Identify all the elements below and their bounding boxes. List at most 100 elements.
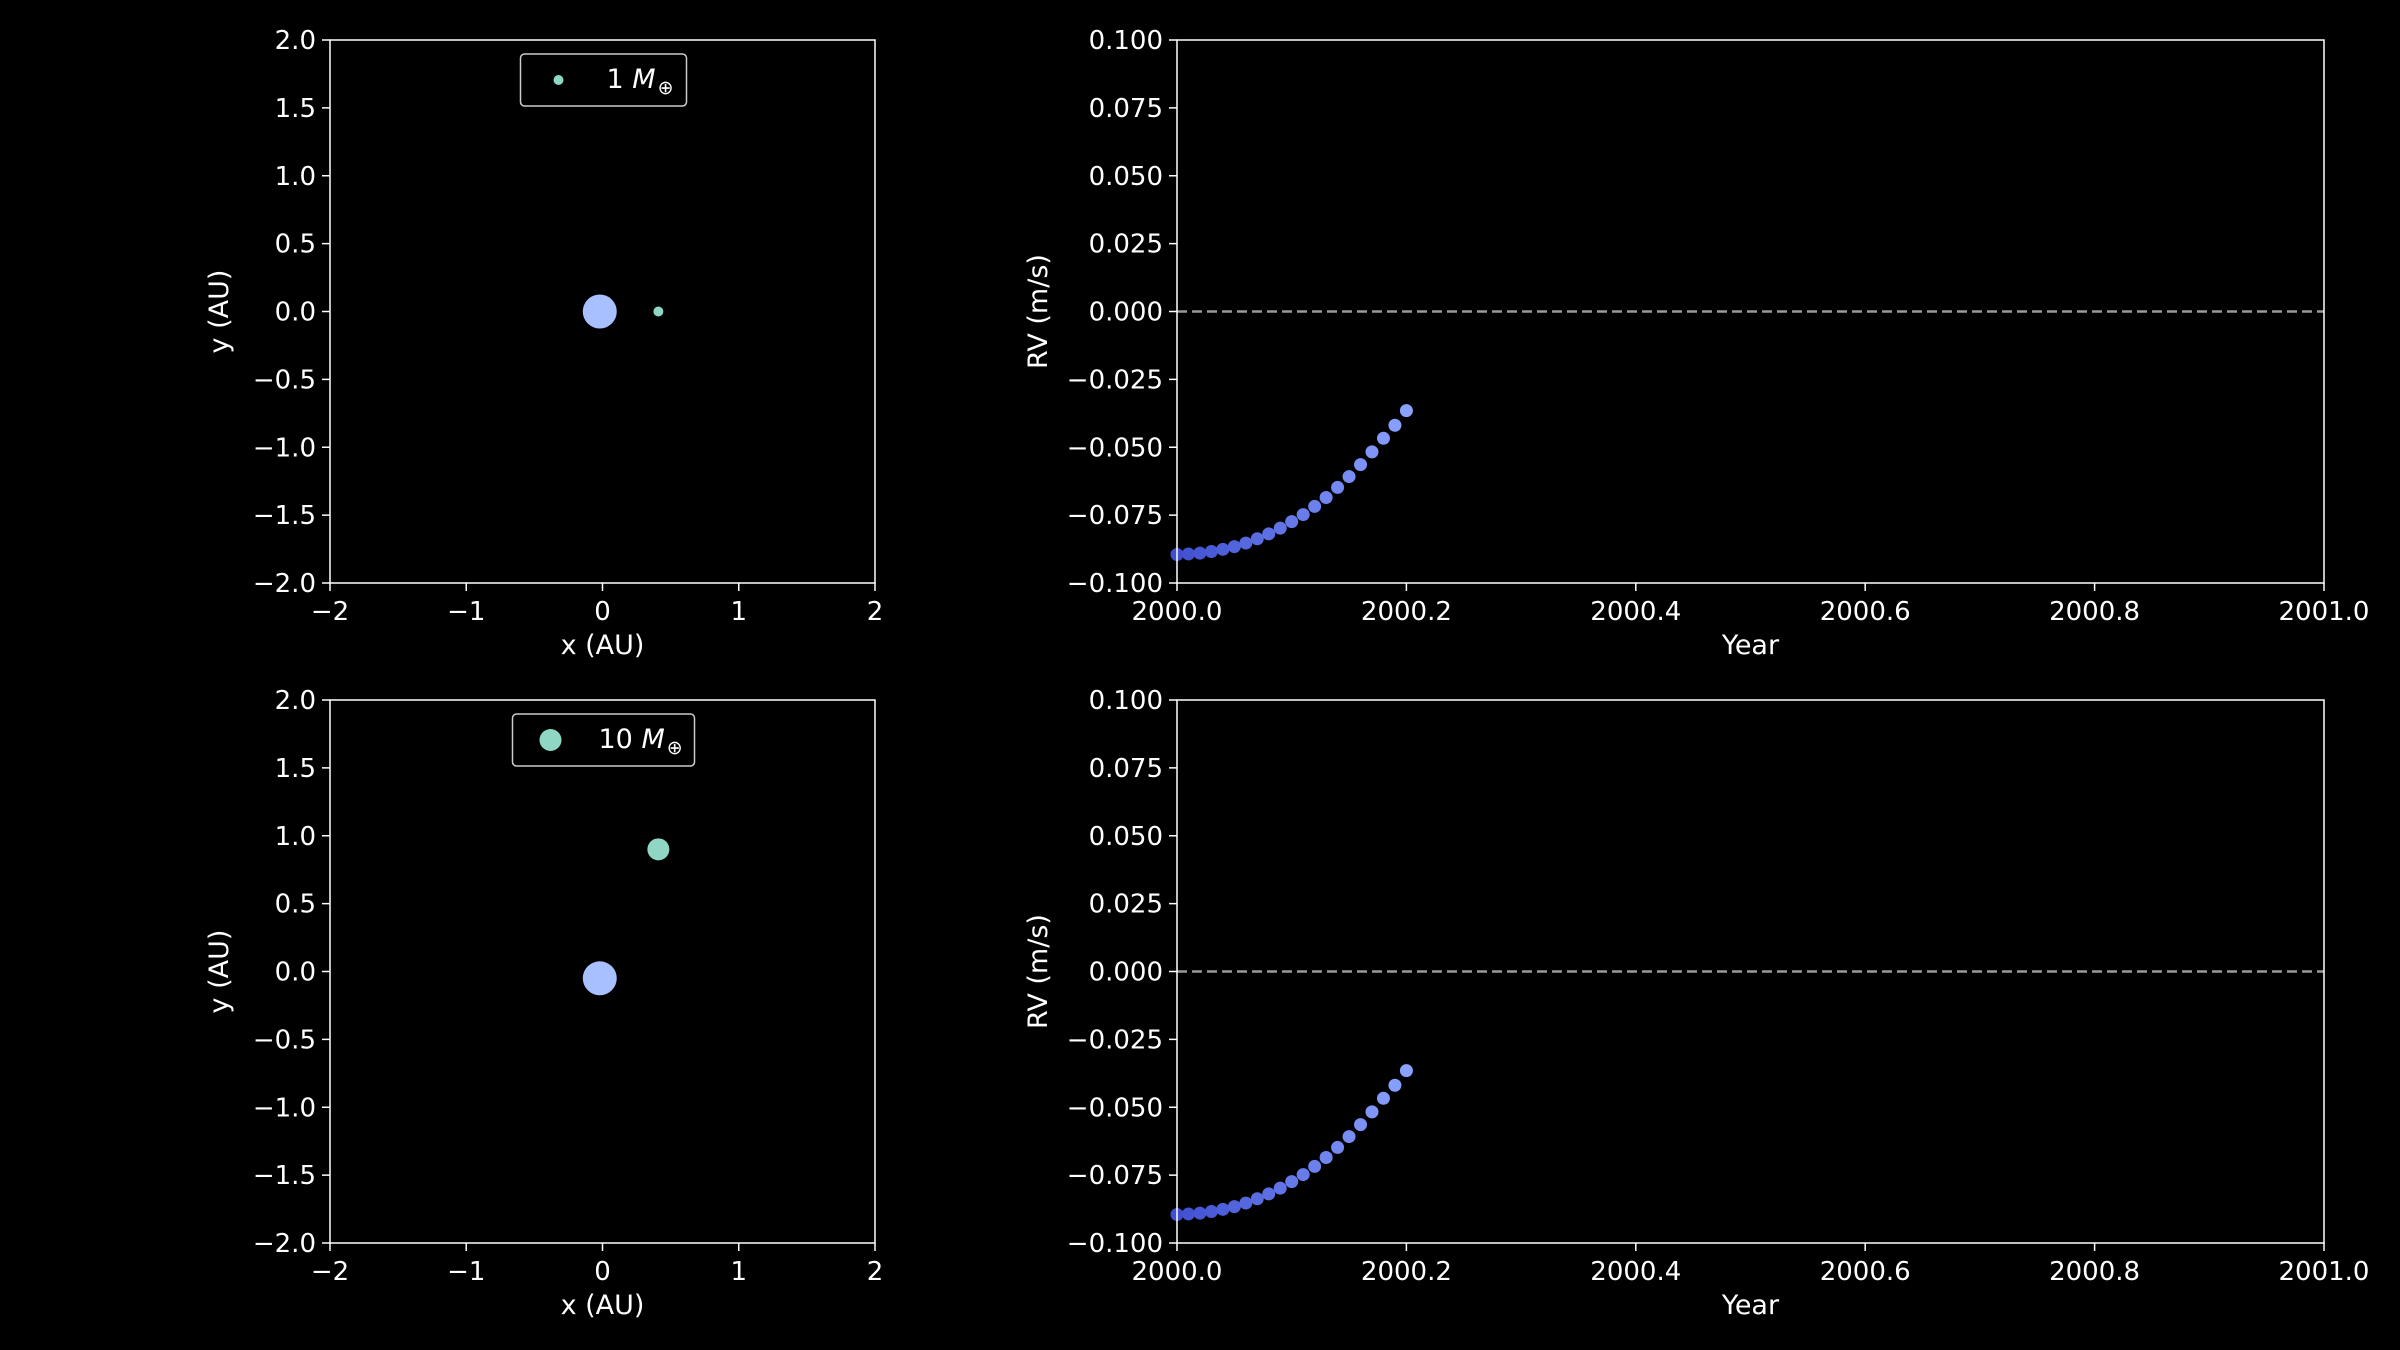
y-tick-label: 2.0: [275, 26, 316, 56]
x-tick-label: 1: [730, 597, 747, 627]
rv-point: [1250, 1192, 1264, 1206]
x-tick-label: 2000.0: [1132, 597, 1223, 627]
rv-point: [1399, 1064, 1413, 1078]
x-tick-label: −2: [311, 597, 349, 627]
x-tick-label: 2000.4: [1590, 597, 1681, 627]
y-axis-label: RV (m/s): [1023, 254, 1054, 369]
rv-point: [1181, 547, 1195, 561]
rv-point: [1273, 521, 1287, 535]
y-tick-label: 0.5: [275, 230, 316, 260]
x-tick-label: 2000.0: [1132, 1257, 1223, 1287]
x-tick-label: −1: [447, 1257, 485, 1287]
rv-point: [1216, 542, 1230, 556]
rv-point: [1285, 515, 1299, 529]
legend-mass-symbol: M: [641, 724, 664, 755]
x-axis-label: Year: [1721, 1290, 1780, 1321]
legend: 1 M ⊕: [519, 53, 688, 107]
y-tick-label: −2.0: [253, 1229, 316, 1259]
rv-point: [1193, 546, 1207, 560]
rv-point: [1331, 480, 1345, 494]
y-tick-label: −2.0: [253, 569, 316, 599]
y-tick-label: 0.075: [1089, 94, 1163, 124]
y-tick-label: 1.5: [275, 94, 316, 124]
y-tick-label: 0.100: [1089, 686, 1163, 716]
rv-point: [1365, 1105, 1379, 1119]
rv-point: [1376, 1091, 1390, 1105]
y-tick-label: −0.075: [1067, 1161, 1163, 1191]
y-tick-label: 0.025: [1089, 890, 1163, 920]
x-tick-label: 0: [594, 1257, 611, 1287]
rv-point: [1342, 1130, 1356, 1144]
x-axis-label: Year: [1721, 630, 1780, 661]
rv-point: [1354, 1118, 1368, 1132]
rv-point: [1365, 445, 1379, 459]
rv-point: [1354, 458, 1368, 472]
plot-frame: [1176, 39, 2325, 584]
rv-point: [1285, 1175, 1299, 1189]
y-tick-label: 0.0: [275, 958, 316, 988]
legend-marker: [553, 75, 564, 85]
legend-earth-subscript: ⊕: [658, 77, 674, 99]
rv-point: [1342, 470, 1356, 484]
panel-orbit-bottom: −2 −1 0 1 2 −2.0 −1.5 −1.0 −0.5 0.0 0.5 1.0 1.5 2.0 x …: [204, 686, 883, 1321]
rv-point: [1239, 1196, 1253, 1210]
x-tick-label: −2: [311, 1257, 349, 1287]
legend-mass-symbol: M: [632, 64, 655, 95]
y-tick-label: −0.5: [253, 365, 316, 395]
panel-rv-bottom: 2000.0 2000.2 2000.4 2000.6 2000.8 2001.0 −0.1…: [1023, 686, 2369, 1321]
y-tick-label: 0.5: [275, 890, 316, 920]
x-tick-label: 2000.4: [1590, 1257, 1681, 1287]
x-tick-label: −1: [447, 597, 485, 627]
legend-number: 10: [599, 724, 642, 755]
rv-point: [1204, 545, 1218, 559]
x-tick-label: 2000.8: [2049, 1257, 2140, 1287]
y-tick-label: −1.0: [253, 433, 316, 463]
x-tick-label: 2001.0: [2279, 597, 2370, 627]
legend-number: 1: [607, 64, 633, 95]
planet-marker: [647, 838, 670, 861]
x-tick-label: 2000.2: [1361, 1257, 1452, 1287]
rv-point: [1181, 1207, 1195, 1221]
star-marker: [582, 961, 617, 996]
rv-point: [1273, 1181, 1287, 1195]
y-tick-label: −0.5: [253, 1025, 316, 1055]
rv-point: [1388, 1078, 1402, 1092]
y-tick-label: 0.025: [1089, 230, 1163, 260]
y-tick-label: −0.050: [1067, 1093, 1163, 1123]
rv-point: [1216, 1202, 1230, 1216]
rv-point: [1308, 499, 1322, 513]
y-tick-label: 0.075: [1089, 754, 1163, 784]
rv-point: [1227, 540, 1241, 554]
legend-label: 10 M ⊕: [599, 724, 683, 759]
legend-box: [519, 53, 688, 107]
plot-frame: [1176, 699, 2325, 1244]
legend: 10 M ⊕: [511, 713, 696, 767]
y-tick-label: −1.5: [253, 501, 316, 531]
x-tick-label: 2: [867, 597, 884, 627]
y-tick-label: 0.000: [1089, 958, 1163, 988]
rv-point: [1388, 418, 1402, 432]
x-tick-label: 0: [594, 597, 611, 627]
y-tick-label: −0.100: [1067, 1229, 1163, 1259]
rv-point: [1319, 1150, 1333, 1164]
y-tick-label: −0.100: [1067, 569, 1163, 599]
x-tick-label: 2000.6: [1820, 597, 1911, 627]
y-tick-label: −1.5: [253, 1161, 316, 1191]
y-axis-label: y (AU): [204, 930, 235, 1014]
y-tick-label: −0.025: [1067, 365, 1163, 395]
y-tick-label: 1.5: [275, 754, 316, 784]
rv-point: [1227, 1200, 1241, 1214]
rv-point: [1319, 490, 1333, 504]
y-axis-label: RV (m/s): [1023, 914, 1054, 1029]
y-tick-label: 1.0: [275, 162, 316, 192]
y-tick-label: −0.025: [1067, 1025, 1163, 1055]
rv-point: [1296, 1168, 1310, 1182]
y-axis-label: y (AU): [204, 270, 235, 354]
legend-box: [511, 713, 696, 767]
rv-point: [1308, 1159, 1322, 1173]
rv-point: [1296, 508, 1310, 522]
x-tick-label: 2001.0: [2279, 1257, 2370, 1287]
plot-frame: [329, 699, 876, 1244]
